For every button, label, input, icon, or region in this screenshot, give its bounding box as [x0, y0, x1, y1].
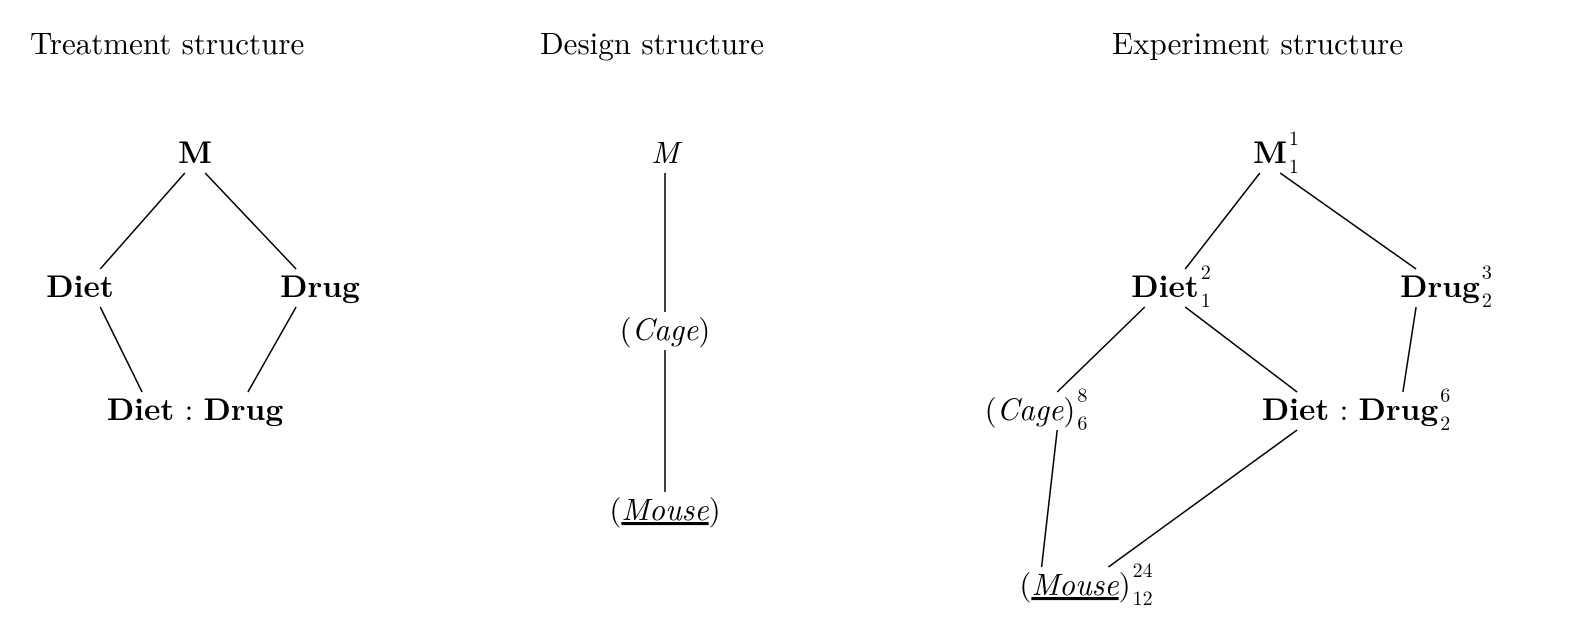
- design-title: Design structure: [540, 19, 764, 63]
- design-node-Mouse-label: (Mouse): [609, 485, 720, 529]
- treatment-node-Drug: Drug: [280, 263, 360, 307]
- experiment-edge-M-Drug: [1280, 173, 1416, 269]
- treatment-node-M: M: [178, 129, 212, 173]
- experiment-node-DietDrug-sub: 2: [1440, 407, 1450, 436]
- design-node-Mouse: (Mouse): [609, 485, 720, 529]
- experiment-node-Diet-sub: 1: [1201, 284, 1211, 313]
- experiment-node-Drug: Drug32: [1400, 256, 1492, 313]
- experiment-node-Diet-sup: 2: [1201, 256, 1211, 285]
- experiment-edge-Drug-DietDrug: [1403, 307, 1416, 392]
- experiment-node-DietDrug: Diet : Drug62: [1262, 379, 1450, 436]
- experiment-node-DietDrug-label: Diet : Drug: [1262, 385, 1439, 430]
- experiment-node-Drug-sup: 3: [1482, 256, 1492, 285]
- experiment-edge-DietDrug-Mouse: [1108, 430, 1297, 567]
- treatment-edge-M-Drug: [205, 173, 296, 269]
- treatment-edge-Diet-DietDrug: [100, 307, 142, 392]
- experiment-node-Mouse-sup: 24: [1133, 554, 1153, 583]
- design-node-M-label: M: [651, 128, 683, 172]
- experiment-edge-M-Diet: [1185, 173, 1260, 269]
- experiment-node-Cage-sup: 8: [1077, 379, 1087, 408]
- treatment-node-Diet-label: Diet: [46, 263, 113, 307]
- experiment-node-Mouse-label: (Mouse): [1019, 560, 1130, 604]
- experiment-node-Diet-label: Diet: [1131, 263, 1198, 307]
- design-node-Cage-label: (Cage): [620, 305, 711, 349]
- design-node-M: M: [651, 128, 683, 172]
- experiment-node-M: M11: [1253, 122, 1299, 179]
- experiment-node-Drug-sub: 2: [1482, 284, 1492, 313]
- experiment-edge-Cage-Mouse: [1042, 430, 1058, 567]
- experiment-node-Mouse-sub: 12: [1133, 582, 1153, 611]
- design-node-Cage: (Cage): [620, 305, 711, 349]
- treatment-title: Treatment structure: [30, 19, 304, 63]
- treatment-node-DietDrug: Diet : Drug: [107, 385, 284, 430]
- edges-layer: [100, 173, 1416, 567]
- treatment-node-M-label: M: [178, 129, 212, 173]
- treatment-edge-Drug-DietDrug: [248, 307, 296, 392]
- experiment-node-Cage-label: (Cage): [985, 385, 1076, 429]
- experiment-node-Diet: Diet21: [1131, 256, 1210, 313]
- experiment-edge-Diet-DietDrug: [1185, 307, 1297, 392]
- experiment-node-Drug-label: Drug: [1400, 263, 1480, 307]
- experiment-node-M-label: M: [1253, 129, 1287, 173]
- experiment-node-M-sub: 1: [1289, 150, 1299, 179]
- treatment-node-DietDrug-label: Diet : Drug: [107, 385, 284, 430]
- experiment-title: Experiment structure: [1112, 19, 1403, 63]
- experiment-node-DietDrug-sup: 6: [1440, 379, 1450, 408]
- experiment-node-Cage: (Cage)86: [985, 379, 1088, 436]
- treatment-edge-M-Diet: [100, 173, 185, 269]
- treatment-node-Drug-label: Drug: [280, 263, 360, 307]
- experiment-edge-Diet-Cage: [1057, 307, 1145, 392]
- titles-layer: Treatment structure Design structure Exper…: [30, 19, 1403, 63]
- experiment-node-M-sup: 1: [1289, 122, 1299, 151]
- experiment-node-Cage-sub: 6: [1077, 407, 1087, 436]
- experiment-node-Mouse: (Mouse)2412: [1019, 554, 1152, 611]
- hasse-diagram-figure: MDietDrugDiet : DrugM(Cage)(Mouse)M11Die…: [0, 0, 1591, 622]
- treatment-node-Diet: Diet: [46, 263, 113, 307]
